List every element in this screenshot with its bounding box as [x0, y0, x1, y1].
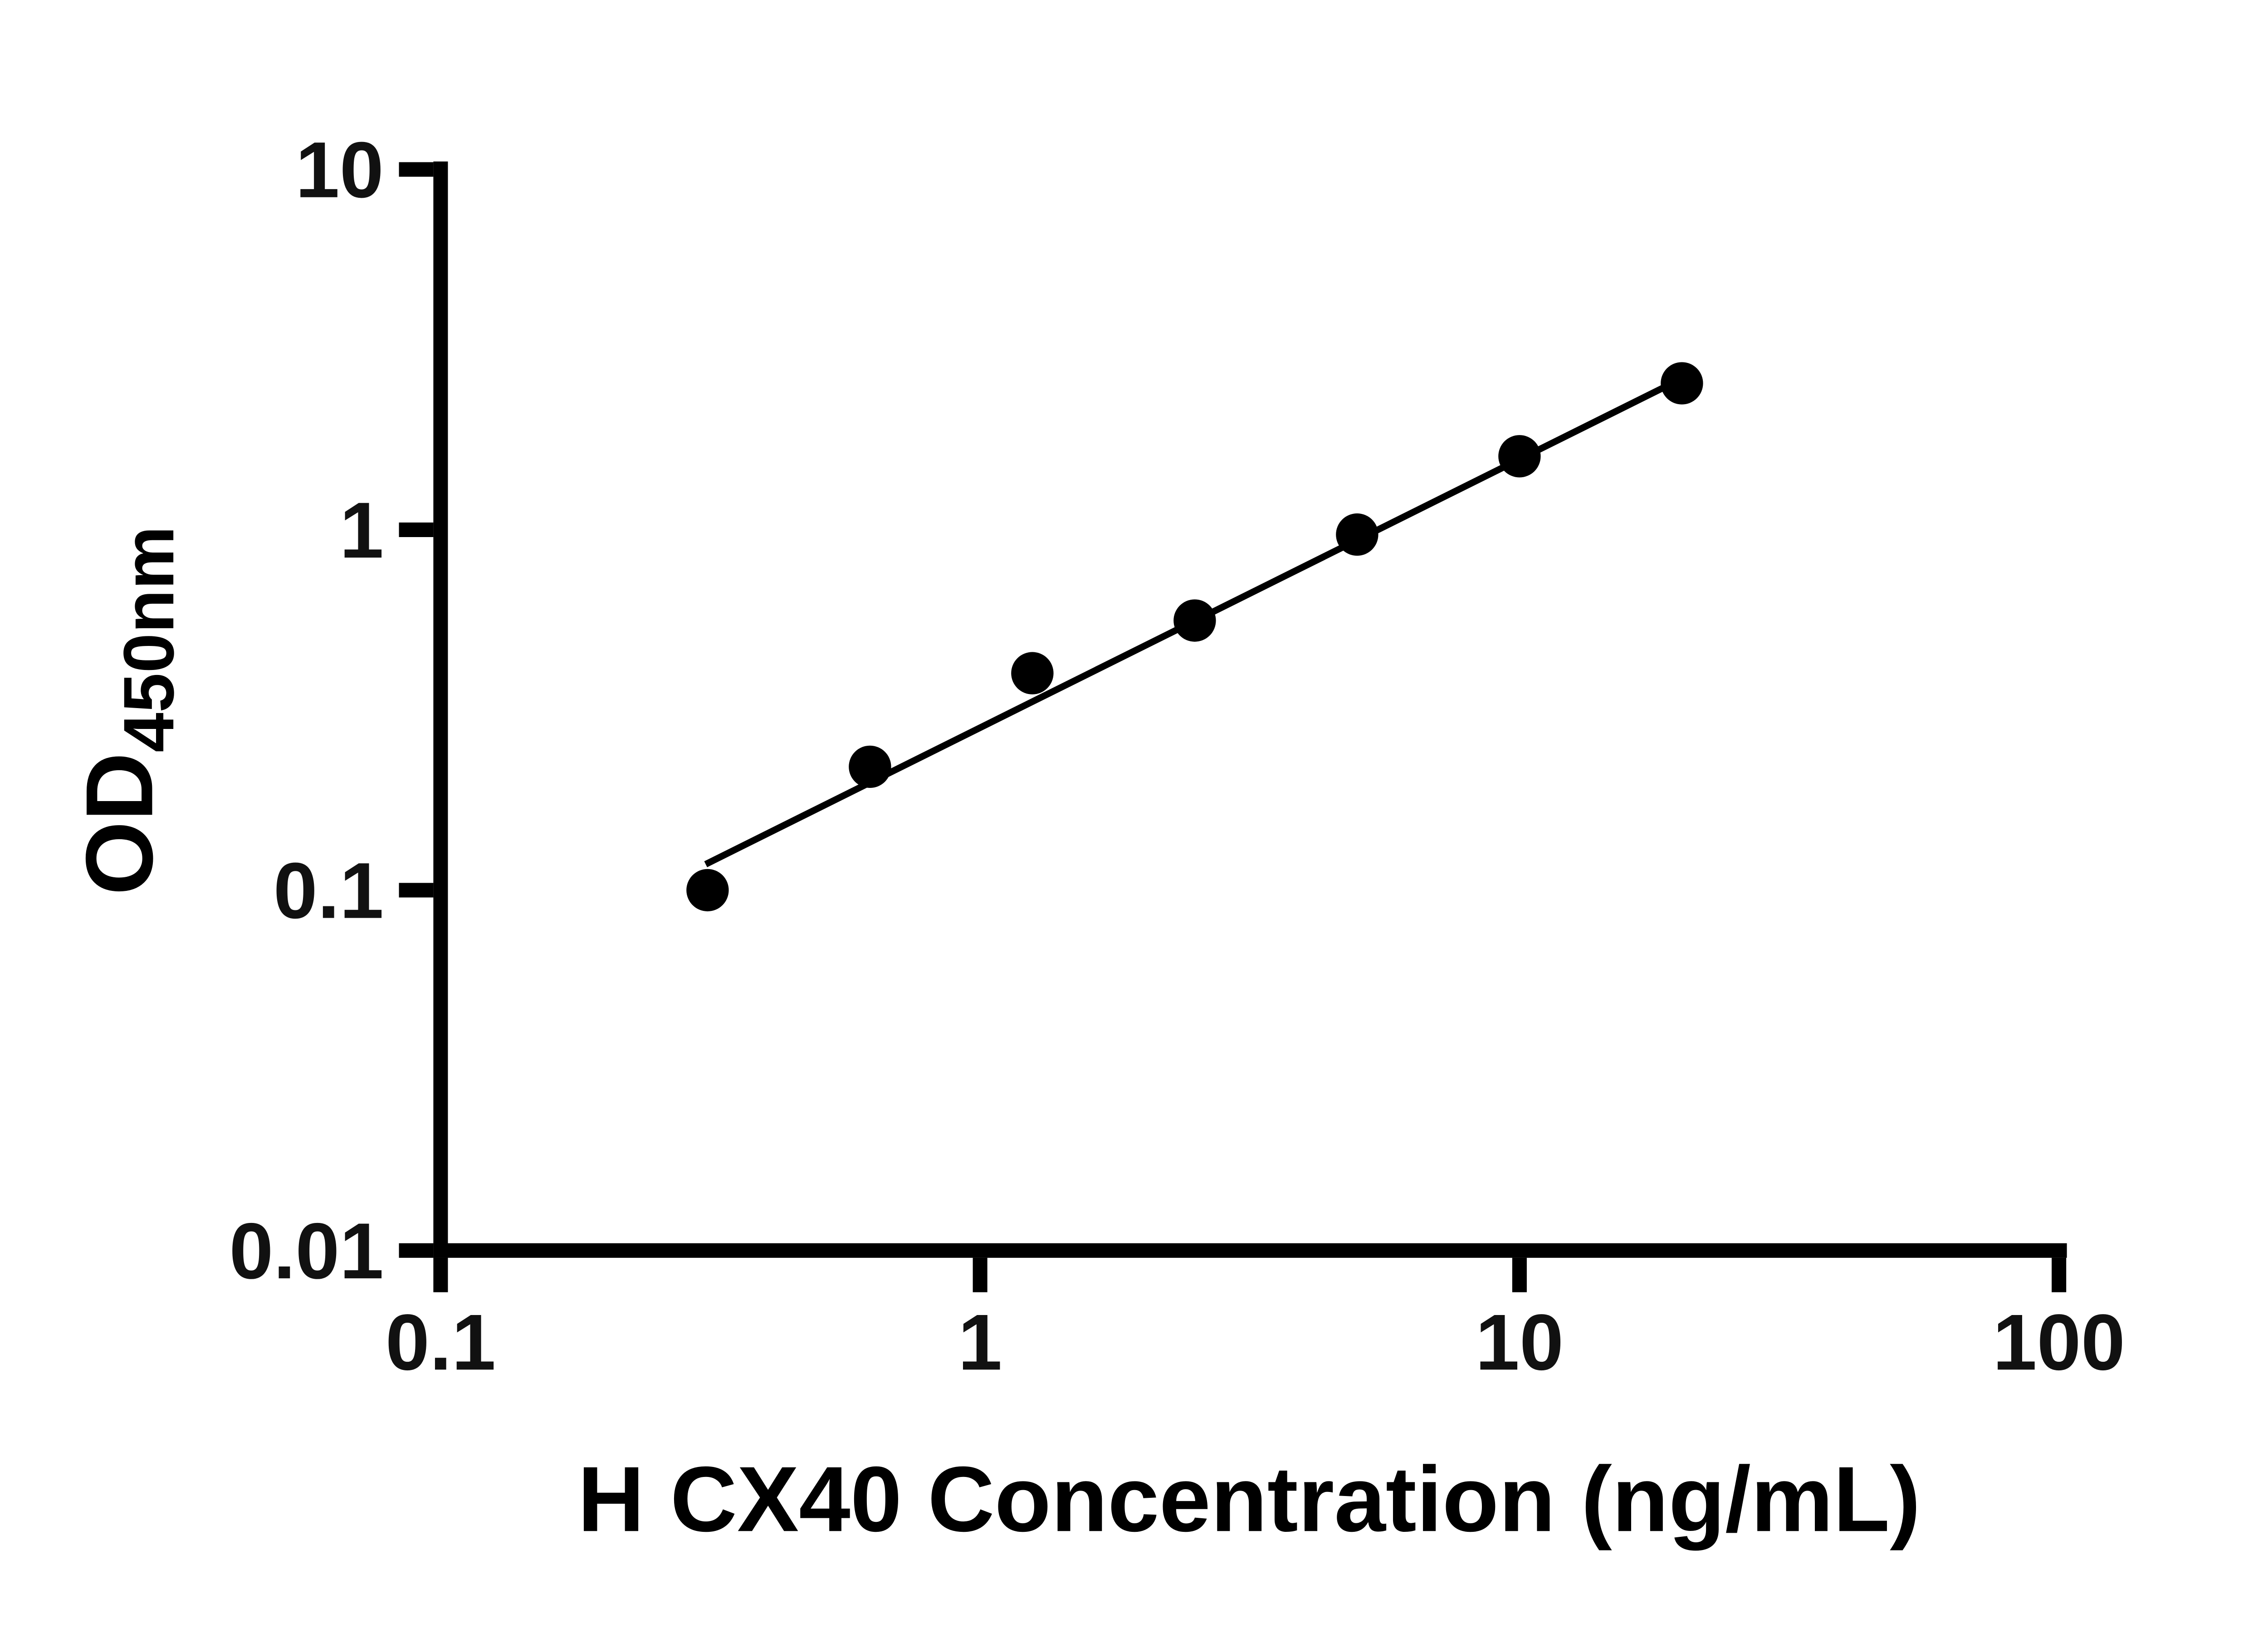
- x-tick-label: 100: [1993, 1298, 2125, 1387]
- x-tick-label: 10: [1476, 1298, 1564, 1387]
- x-axis-title: H CX40 Concentration (ng/mL): [577, 1447, 1921, 1551]
- data-point: [1011, 652, 1054, 694]
- x-tick-label: 1: [958, 1298, 1002, 1387]
- y-axis-title: OD450nm: [66, 526, 189, 895]
- data-point: [1173, 599, 1216, 642]
- data-point: [849, 745, 891, 788]
- y-tick-label: 0.01: [229, 1207, 384, 1296]
- y-tick-label: 0.1: [274, 847, 384, 935]
- data-point: [686, 869, 729, 912]
- y-tick-label: 1: [340, 486, 384, 575]
- y-tick-label: 10: [295, 126, 384, 215]
- data-point: [1498, 435, 1541, 478]
- x-tick-label: 0.1: [386, 1298, 496, 1387]
- data-point: [1336, 513, 1378, 556]
- data-point: [1661, 362, 1703, 405]
- y-axis-title-main: OD: [66, 753, 172, 895]
- y-axis-title-sub: 450nm: [109, 526, 189, 753]
